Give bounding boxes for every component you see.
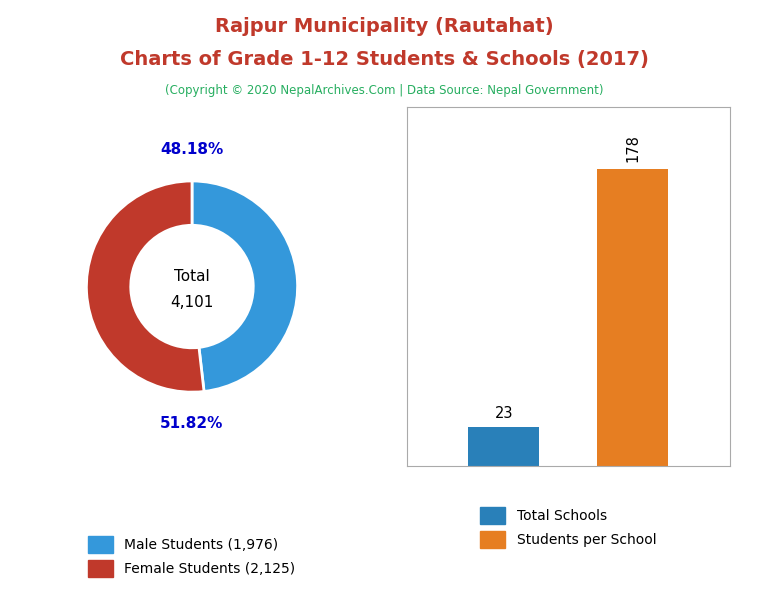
Wedge shape [87,181,204,392]
Text: 48.18%: 48.18% [161,141,223,157]
Text: 51.82%: 51.82% [161,416,223,432]
Legend: Total Schools, Students per School: Total Schools, Students per School [481,507,656,548]
Text: Total: Total [174,269,210,284]
Bar [468,427,539,466]
Text: Charts of Grade 1-12 Students & Schools (2017): Charts of Grade 1-12 Students & Schools … [120,50,648,69]
Text: 178: 178 [625,134,641,162]
Bar [598,169,668,466]
Legend: Male Students (1,976), Female Students (2,125): Male Students (1,976), Female Students (… [88,536,296,577]
Text: 23: 23 [495,406,513,421]
Text: 4,101: 4,101 [170,295,214,310]
Wedge shape [192,181,297,392]
Text: Rajpur Municipality (Rautahat): Rajpur Municipality (Rautahat) [215,17,553,36]
Text: (Copyright © 2020 NepalArchives.Com | Data Source: Nepal Government): (Copyright © 2020 NepalArchives.Com | Da… [165,84,603,97]
